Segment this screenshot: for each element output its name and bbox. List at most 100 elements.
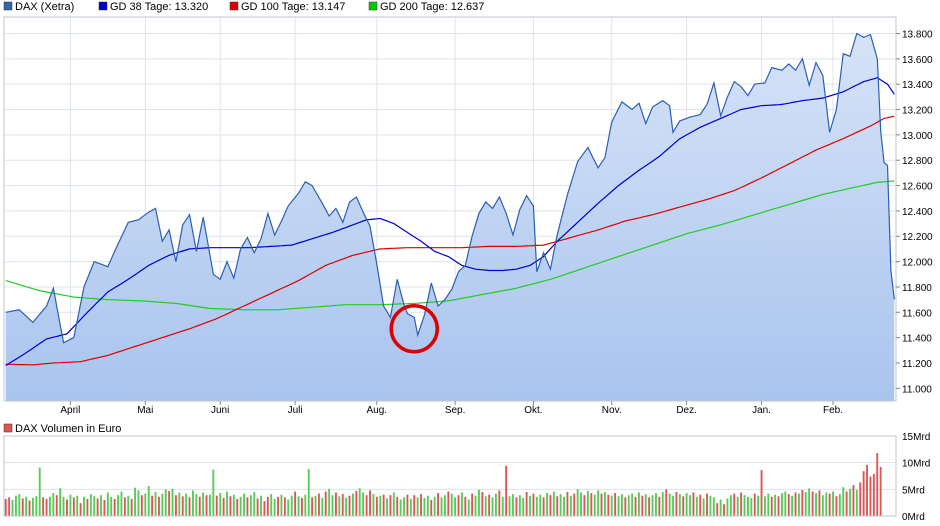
volume-bar xyxy=(743,495,746,516)
volume-bar xyxy=(586,490,589,516)
volume-bar xyxy=(590,493,593,516)
volume-bar xyxy=(345,497,348,516)
volume-bar xyxy=(96,498,99,516)
month-x-axis: April Mai Juni Juli Aug. Sep. Okt. Nov. Dez. Jan.… xyxy=(60,401,843,416)
volume-bar xyxy=(83,496,85,516)
volume-bar xyxy=(287,499,290,516)
volume-bar xyxy=(437,493,439,516)
volume-bar xyxy=(821,495,824,516)
volume-bar xyxy=(478,489,480,516)
volume-bar xyxy=(825,492,828,516)
volume-bar xyxy=(372,494,375,516)
volume-bar xyxy=(879,466,882,516)
volume-bar xyxy=(634,496,637,516)
volume-bar xyxy=(777,496,780,516)
volume-bar xyxy=(158,496,160,516)
volume-plot-frame xyxy=(3,435,897,517)
volume-bar xyxy=(539,494,542,516)
volume-bar xyxy=(658,496,661,516)
volume-bar xyxy=(324,491,327,516)
volume-bar xyxy=(137,490,140,516)
volume-bar xyxy=(852,485,855,516)
volume-bar xyxy=(532,493,535,516)
volume-bar xyxy=(781,493,783,516)
gd200-line xyxy=(5,180,895,311)
volume-bar xyxy=(209,494,211,516)
volume-bar xyxy=(818,490,821,516)
legend-swatch-dax xyxy=(3,1,13,11)
volume-bar xyxy=(243,493,245,516)
price-tick-label: 11.600 xyxy=(902,308,932,319)
volume-bar xyxy=(505,465,508,516)
volume-tick-label: 10Mrd xyxy=(902,459,930,470)
volume-bar xyxy=(804,492,807,516)
price-tick-label: 13.200 xyxy=(902,106,933,117)
volume-bar xyxy=(195,494,198,516)
volume-bar xyxy=(461,492,463,516)
month-tick-label: Okt. xyxy=(524,405,542,416)
volume-bar xyxy=(457,495,460,516)
volume-bar xyxy=(862,471,865,516)
volume-bar xyxy=(484,496,487,516)
volume-bar xyxy=(249,495,252,516)
volume-bar xyxy=(219,493,222,516)
volume-bars xyxy=(4,453,882,516)
volume-bar xyxy=(113,498,116,516)
volume-bar xyxy=(661,492,664,516)
volume-bar xyxy=(784,491,787,516)
volume-bar xyxy=(185,493,188,516)
volume-bar xyxy=(18,494,21,516)
volume-bar xyxy=(151,495,154,516)
volume-bar xyxy=(638,492,640,516)
volume-bar xyxy=(580,492,582,516)
volume-bar xyxy=(651,495,654,516)
volume-bar xyxy=(318,493,320,516)
legend-swatch-gd100 xyxy=(229,1,239,11)
volume-bar xyxy=(178,492,181,516)
highlight-circle xyxy=(389,304,440,354)
volume-bar xyxy=(430,500,433,516)
legend-swatch-gd38 xyxy=(98,1,108,11)
volume-bar xyxy=(736,496,739,516)
volume-bar xyxy=(423,497,426,516)
volume-bar xyxy=(93,496,96,516)
volume-bar xyxy=(49,496,51,516)
main-legend: DAX (Xetra) GD 38 Tage: 13.320 GD 100 Ta… xyxy=(3,1,484,13)
volume-bar xyxy=(828,493,831,516)
volume-bar xyxy=(838,494,841,516)
volume-bar xyxy=(464,496,467,516)
volume-bar xyxy=(447,491,450,516)
volume-bar xyxy=(25,496,28,516)
volume-bar xyxy=(123,497,126,516)
volume-bar xyxy=(719,499,722,516)
volume-bar xyxy=(665,489,668,516)
volume-bar xyxy=(614,493,617,516)
legend-swatch-volume xyxy=(3,423,13,433)
month-tick-label: Dez. xyxy=(676,405,697,416)
volume-bar xyxy=(845,491,848,516)
volume-bar xyxy=(444,495,446,516)
volume-bar xyxy=(621,494,623,516)
volume-bar xyxy=(406,494,409,516)
volume-bar xyxy=(849,488,851,516)
volume-bar xyxy=(648,497,651,516)
month-tick-label: Sep. xyxy=(445,405,466,416)
volume-bar xyxy=(416,497,419,516)
volume-bar xyxy=(32,497,34,516)
volume-bar xyxy=(403,497,405,516)
legend-item-gd38: GD 38 Tage: 13.320 xyxy=(98,1,208,13)
volume-bar xyxy=(45,498,48,516)
volume-bar xyxy=(559,494,562,516)
volume-bar xyxy=(307,469,310,516)
volume-bar xyxy=(501,496,504,516)
volume-bar xyxy=(440,497,443,516)
volume-bar xyxy=(246,497,249,516)
price-plot: 11.000 11.200 11.400 11.600 11.800 12.000 12.2… xyxy=(3,16,933,416)
volume-bar xyxy=(161,493,164,516)
volume-bar xyxy=(226,491,228,516)
volume-bar xyxy=(556,496,559,516)
volume-bar xyxy=(491,497,494,516)
price-tick-label: 11.000 xyxy=(902,384,932,395)
volume-bar xyxy=(832,491,834,516)
volume-bar xyxy=(188,497,191,516)
